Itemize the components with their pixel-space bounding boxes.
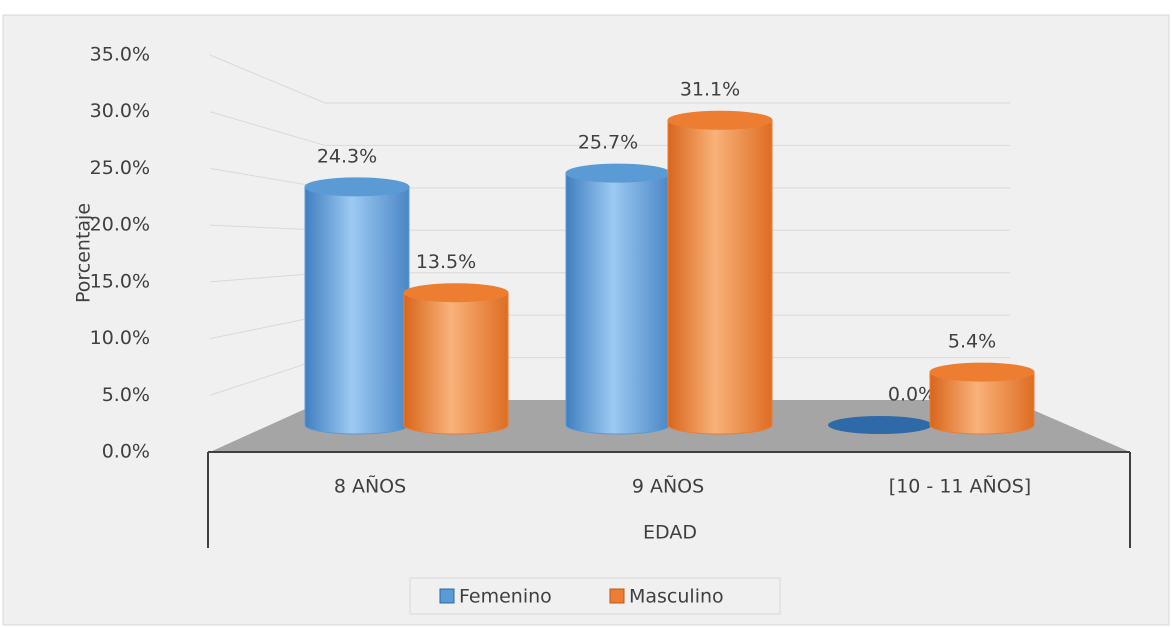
bar-top — [667, 110, 773, 130]
bar — [929, 371, 1035, 435]
bar-top — [929, 362, 1035, 382]
y-axis-title: Porcentaje — [73, 203, 95, 303]
x-tick-label: 8 AÑOS — [334, 475, 406, 498]
legend-label: Femenino — [459, 586, 552, 608]
y-tick-label: 25.0% — [90, 157, 150, 179]
data-label: 5.4% — [948, 331, 996, 353]
legend-label: Masculino — [629, 586, 724, 608]
data-label: 31.1% — [680, 79, 740, 101]
bar-top — [565, 163, 671, 183]
y-tick-label: 5.0% — [102, 384, 150, 406]
legend — [409, 577, 781, 615]
data-label: 24.3% — [317, 145, 377, 167]
bar — [828, 416, 932, 434]
bar — [304, 186, 410, 435]
bar-top — [304, 177, 410, 197]
bar — [667, 119, 773, 435]
y-tick-label: 10.0% — [90, 327, 150, 349]
y-tick-label: 30.0% — [90, 100, 150, 122]
bar — [565, 172, 671, 435]
bar — [403, 292, 509, 435]
data-label: 0.0% — [888, 384, 936, 406]
bar-top — [403, 283, 509, 303]
grid-line — [209, 54, 326, 104]
x-axis-title: EDAD — [643, 522, 697, 544]
legend-swatch — [439, 588, 455, 604]
y-tick-label: 35.0% — [90, 44, 150, 66]
y-tick-label: 0.0% — [102, 441, 150, 463]
legend-swatch — [609, 588, 625, 604]
grid-line — [209, 111, 326, 146]
x-tick-label: [10 - 11 AÑOS] — [889, 475, 1031, 498]
data-label: 25.7% — [578, 132, 638, 154]
y-tick-label: 15.0% — [90, 270, 150, 292]
y-tick-label: 20.0% — [90, 214, 150, 236]
x-tick-label: 9 AÑOS — [632, 475, 704, 498]
data-label: 13.5% — [416, 251, 476, 273]
